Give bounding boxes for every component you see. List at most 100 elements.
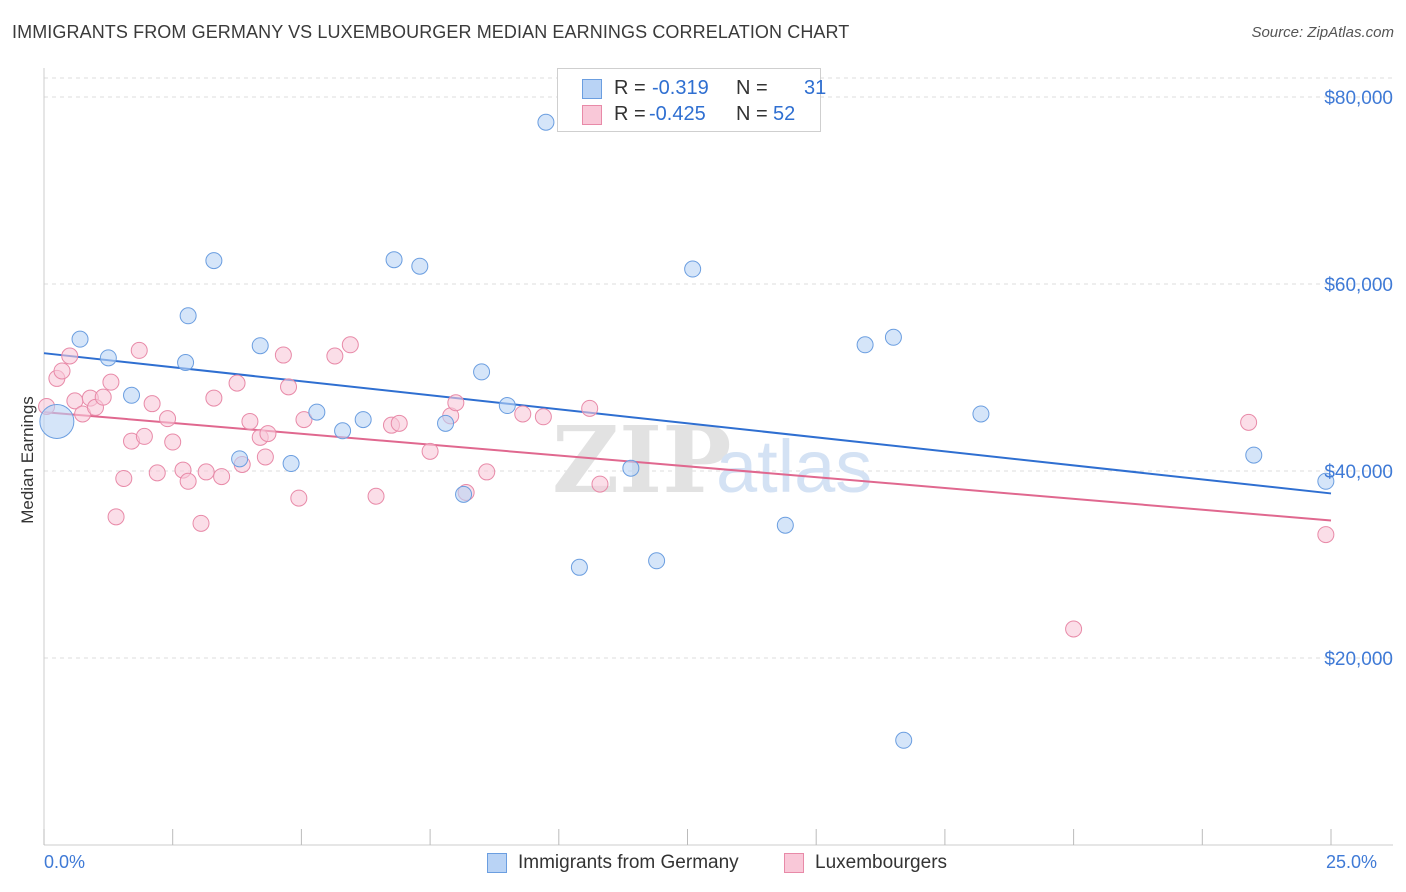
germany-point — [498, 397, 516, 415]
grid-lines — [44, 77, 1393, 659]
y-tick-labels: $20,000 $40,000 $60,000 $80,000 — [1324, 88, 1393, 670]
luxembourgers-point — [1065, 620, 1083, 638]
germany-point — [251, 337, 269, 355]
luxembourgers-point — [421, 442, 439, 460]
germany-point — [1245, 446, 1263, 464]
germany-point — [1317, 472, 1335, 490]
germany-point — [282, 455, 300, 473]
watermark-atlas: atlas — [716, 425, 872, 508]
x-tick-min: 0.0% — [44, 852, 86, 872]
luxembourgers-point — [143, 395, 161, 413]
luxembourgers-point — [159, 410, 177, 428]
luxembourgers-point — [280, 378, 298, 396]
germany-point — [884, 328, 902, 346]
watermark-zip: ZIP — [552, 406, 731, 514]
germany-point — [179, 307, 197, 325]
luxembourgers-point — [1240, 413, 1258, 431]
r-label: R = — [614, 77, 646, 99]
y-tick-label: $60,000 — [1324, 275, 1393, 296]
y-tick-label: $80,000 — [1324, 88, 1393, 109]
germany-point — [570, 558, 588, 576]
luxembourgers-point — [367, 487, 385, 505]
r-value: -0.319 — [652, 77, 709, 99]
legend-label: Immigrants from Germany — [518, 852, 739, 873]
germany-point — [411, 257, 429, 275]
source-label: Source: ZipAtlas.com — [1251, 24, 1394, 41]
germany-point — [385, 251, 403, 269]
germany-points — [39, 113, 1335, 749]
n-label: N = — [736, 77, 768, 99]
watermark: ZIP atlas — [552, 406, 872, 514]
stats-legend: R = -0.319 N = 31 R = -0.425 N = 52 — [557, 68, 826, 132]
n-value: 52 — [773, 103, 796, 125]
luxembourgers-point — [256, 448, 274, 466]
r-label: R = — [614, 103, 646, 125]
germany-point — [99, 349, 117, 367]
germany-point — [622, 459, 640, 477]
luxembourgers-points — [38, 336, 1335, 638]
luxembourgers-point — [241, 412, 259, 430]
luxembourgers-point — [228, 374, 246, 392]
germany-point — [334, 422, 352, 440]
luxembourgers-point — [205, 389, 223, 407]
luxembourgers-point — [591, 475, 609, 493]
luxembourgers-point — [326, 347, 344, 365]
germany-point — [473, 363, 491, 381]
y-tick-label: $20,000 — [1324, 649, 1393, 670]
luxembourgers-point — [61, 347, 79, 365]
luxembourgers-point — [478, 463, 496, 481]
x-tick-max: 25.0% — [1326, 852, 1378, 872]
germany-point — [71, 330, 89, 348]
luxembourgers-point — [514, 405, 532, 423]
luxembourgers-point — [581, 399, 599, 417]
germany-point — [856, 336, 874, 354]
germany-swatch — [582, 79, 602, 99]
luxembourgers-point — [115, 469, 133, 487]
germany-legend-swatch — [487, 853, 507, 873]
germany-point — [231, 450, 249, 468]
luxembourgers-point — [341, 336, 359, 354]
germany-point — [455, 485, 473, 503]
germany-point — [205, 252, 223, 270]
germany-point — [895, 731, 913, 749]
germany-trend-line — [43, 352, 1332, 495]
luxembourgers-point — [1317, 526, 1335, 544]
luxembourgers-point — [197, 463, 215, 481]
luxembourgers-point — [179, 472, 197, 490]
y-tick-label: $40,000 — [1324, 462, 1393, 483]
luxembourgers-point — [390, 414, 408, 432]
luxembourgers-swatch — [582, 105, 602, 125]
germany-point — [648, 552, 666, 570]
luxembourgers-point — [295, 411, 313, 429]
germany-point — [123, 386, 141, 404]
luxembourgers-point — [135, 427, 153, 445]
germany-point — [177, 354, 195, 372]
luxembourgers-point — [102, 373, 120, 391]
luxembourgers-point — [192, 514, 210, 532]
luxembourgers-point — [290, 489, 308, 507]
germany-point — [776, 516, 794, 534]
chart-title: IMMIGRANTS FROM GERMANY VS LUXEMBOURGER … — [12, 22, 850, 42]
luxembourgers-point — [534, 408, 552, 426]
germany-point — [308, 403, 326, 421]
germany-point — [39, 403, 75, 439]
luxembourgers-point — [107, 508, 125, 526]
luxembourgers-legend-swatch — [784, 853, 804, 873]
n-value: 31 — [804, 77, 827, 99]
legend-label: Luxembourgers — [815, 852, 948, 873]
luxembourgers-point — [130, 341, 148, 359]
axes — [43, 68, 1393, 846]
germany-point — [354, 411, 372, 429]
luxembourgers-point — [213, 468, 231, 486]
luxembourgers-point — [259, 425, 277, 443]
n-label: N = — [736, 103, 768, 125]
luxembourgers-point — [447, 394, 465, 412]
germany-point — [972, 405, 990, 423]
luxembourgers-point — [53, 362, 71, 380]
germany-point — [437, 414, 455, 432]
r-value: -0.425 — [649, 103, 706, 125]
luxembourgers-point — [274, 346, 292, 364]
luxembourgers-point — [94, 388, 112, 406]
germany-point — [537, 113, 555, 131]
